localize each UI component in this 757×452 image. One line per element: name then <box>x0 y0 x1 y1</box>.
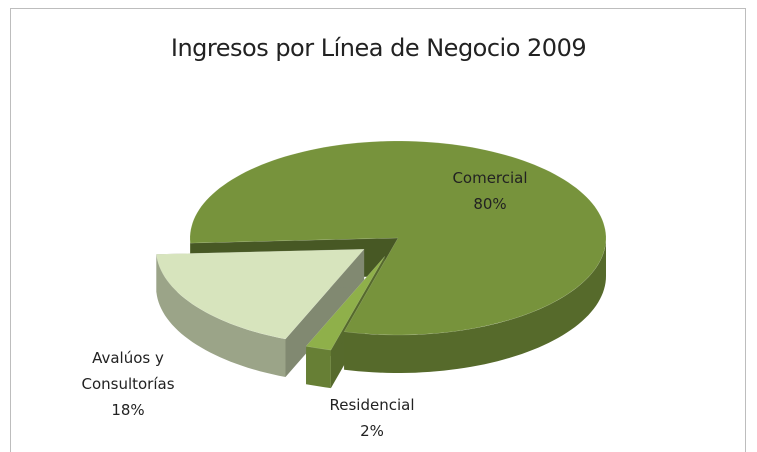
slice-value-label: 18% <box>111 401 145 419</box>
chart-title: Ingresos por Línea de Negocio 2009 <box>170 34 587 62</box>
slice-side <box>344 238 606 373</box>
pie-slice <box>189 140 607 336</box>
pie-slice <box>156 248 365 340</box>
pie-slice <box>305 256 385 351</box>
slice-value-label: 80% <box>473 195 507 213</box>
slice-side <box>156 254 286 377</box>
slice-label: Comercial <box>452 169 528 187</box>
slice-side <box>306 346 331 389</box>
slice-label: Avalúos y Consultorías <box>81 349 175 393</box>
chart-frame <box>10 8 746 452</box>
slice-label: Residencial <box>329 396 415 414</box>
slice-value-label: 2% <box>360 422 384 440</box>
